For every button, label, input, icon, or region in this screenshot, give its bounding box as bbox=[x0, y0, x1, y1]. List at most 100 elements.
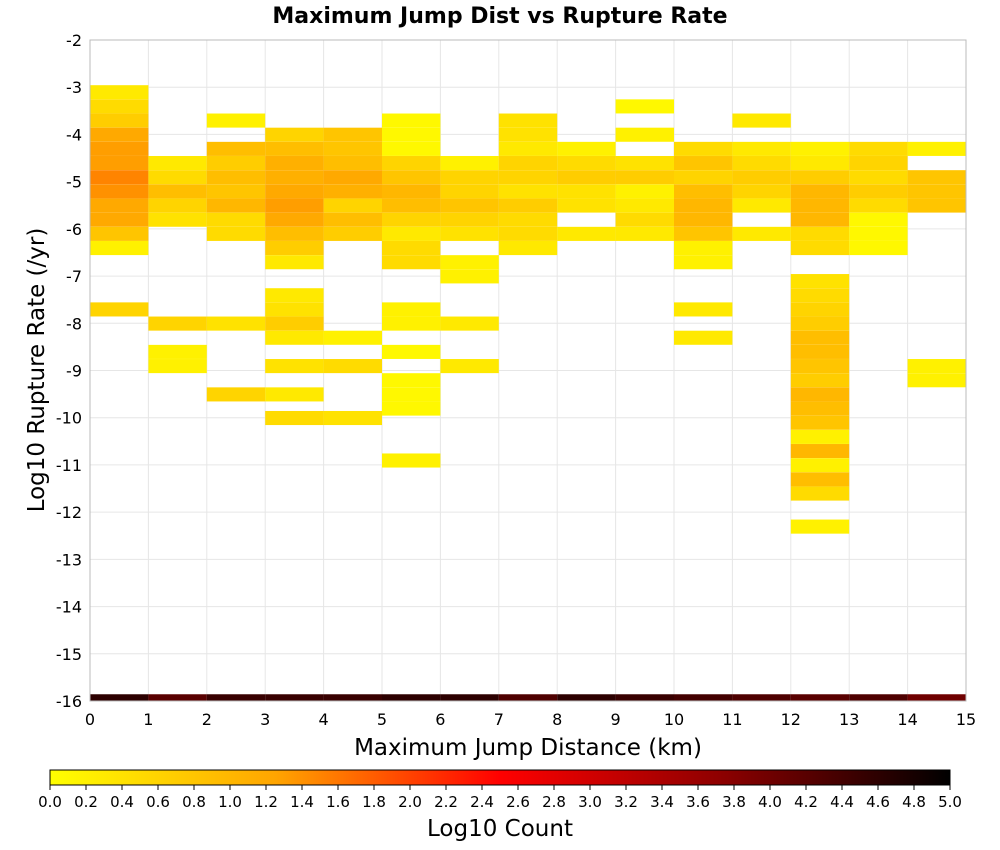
heatmap-cell bbox=[674, 170, 733, 185]
heatmap-cell bbox=[790, 373, 850, 388]
y-tick-label: -5 bbox=[66, 173, 82, 192]
heatmap-cell bbox=[790, 387, 850, 402]
heatmap-cell bbox=[440, 226, 499, 241]
heatmap-cell bbox=[148, 359, 207, 374]
heatmap-cell bbox=[790, 519, 850, 534]
heatmap-cell bbox=[265, 255, 324, 270]
heatmap-cell bbox=[265, 359, 324, 374]
heatmap-cell bbox=[790, 302, 850, 317]
colorbar-tick-label: 3.0 bbox=[578, 793, 602, 811]
heatmap-cell bbox=[440, 156, 499, 171]
heatmap-cell bbox=[615, 99, 674, 114]
heatmap-cell bbox=[732, 198, 791, 213]
heatmap-cell bbox=[323, 226, 382, 241]
heatmap-cell bbox=[265, 127, 324, 142]
heatmap-cell bbox=[148, 198, 207, 213]
heatmap-cell bbox=[674, 302, 733, 317]
heatmap-cell bbox=[790, 401, 850, 416]
heatmap-cell bbox=[265, 302, 324, 317]
heatmap-cell bbox=[557, 141, 616, 156]
heatmap-cell bbox=[382, 156, 441, 171]
heatmap-cell bbox=[615, 184, 674, 199]
heatmap-cell bbox=[440, 170, 499, 185]
heatmap-cell bbox=[382, 240, 441, 256]
heatmap-cell bbox=[849, 198, 908, 213]
heatmap-cell bbox=[615, 226, 674, 241]
colorbar-tick-label: 0.8 bbox=[182, 793, 206, 811]
heatmap-cell bbox=[498, 170, 558, 185]
chart-title: Maximum Jump Dist vs Rupture Rate bbox=[272, 4, 727, 29]
colorbar-tick-label: 3.4 bbox=[650, 793, 674, 811]
heatmap-cell bbox=[265, 410, 324, 426]
x-tick-label: 6 bbox=[435, 710, 445, 729]
colorbar-tick-label: 1.6 bbox=[326, 793, 350, 811]
heatmap-cell bbox=[907, 170, 966, 185]
heatmap-cell-bottom bbox=[265, 694, 324, 701]
heatmap-cell bbox=[674, 212, 733, 227]
heatmap-cell bbox=[206, 184, 266, 199]
colorbar-tick-label: 1.2 bbox=[254, 793, 278, 811]
heatmap-cell bbox=[849, 212, 908, 227]
heatmap-cell bbox=[440, 198, 499, 213]
heatmap-cell bbox=[498, 226, 558, 241]
x-tick-label: 1 bbox=[143, 710, 153, 729]
colorbar-tick-label: 4.8 bbox=[902, 793, 926, 811]
heatmap-cell bbox=[90, 302, 149, 317]
colorbar-tick-label: 2.6 bbox=[506, 793, 530, 811]
colorbar-tick-label: 0.2 bbox=[74, 793, 98, 811]
colorbar-ticks: 0.0 0.2 0.4 0.6 0.8 1.0 1.2 1.4 1.6 1.8 2.0 2.2 2.4 2… bbox=[38, 785, 962, 811]
heatmap-cell bbox=[382, 344, 441, 359]
heatmap-cell bbox=[790, 429, 850, 444]
heatmap-cell bbox=[90, 212, 149, 227]
heatmap-cell bbox=[90, 127, 149, 142]
colorbar-tick-label: 3.8 bbox=[722, 793, 746, 811]
heatmap-cell bbox=[265, 170, 324, 185]
heatmap-cell bbox=[148, 184, 207, 199]
colorbar-tick-label: 3.2 bbox=[614, 793, 638, 811]
heatmap-cell bbox=[849, 240, 908, 256]
x-tick-label: 13 bbox=[839, 710, 859, 729]
heatmap-cell bbox=[674, 184, 733, 199]
heatmap-cell bbox=[790, 226, 850, 241]
heatmap-cell bbox=[382, 373, 441, 388]
heatmap-cell bbox=[790, 156, 850, 171]
heatmap-cell bbox=[615, 198, 674, 213]
colorbar-tick-label: 4.4 bbox=[830, 793, 854, 811]
x-tick-label: 9 bbox=[611, 710, 621, 729]
x-tick-label: 7 bbox=[494, 710, 504, 729]
heatmap-cell bbox=[790, 344, 850, 359]
heatmap-cell bbox=[382, 127, 441, 142]
colorbar-tick-label: 2.4 bbox=[470, 793, 494, 811]
colorbar-tick-label: 0.0 bbox=[38, 793, 62, 811]
heatmap-cell bbox=[732, 226, 791, 241]
heatmap-cell bbox=[498, 212, 558, 227]
heatmap-cell bbox=[90, 141, 149, 156]
heatmap-cell bbox=[732, 113, 791, 128]
x-axis-label: Maximum Jump Distance (km) bbox=[354, 735, 702, 761]
heatmap-cell bbox=[323, 330, 382, 345]
heatmap-cell bbox=[206, 226, 266, 241]
x-tick-label: 14 bbox=[897, 710, 917, 729]
colorbar-tick-label: 3.6 bbox=[686, 793, 710, 811]
heatmap-cell bbox=[382, 387, 441, 402]
heatmap-cell bbox=[148, 344, 207, 359]
heatmap-cell-bottom bbox=[440, 694, 499, 701]
heatmap-cell bbox=[790, 316, 850, 331]
heatmap-cell bbox=[382, 198, 441, 213]
heatmap-cell bbox=[790, 141, 850, 156]
heatmap-cell bbox=[206, 387, 266, 402]
heatmap-cell-bottom bbox=[148, 694, 207, 701]
heatmap-cell bbox=[790, 170, 850, 185]
heatmap-cell bbox=[790, 486, 850, 501]
y-tick-label: -9 bbox=[66, 362, 82, 381]
heatmap-cells bbox=[90, 85, 966, 701]
heatmap-cell bbox=[498, 156, 558, 171]
colorbar-tick-label: 5.0 bbox=[938, 793, 962, 811]
heatmap-cell bbox=[265, 184, 324, 199]
heatmap-cell bbox=[206, 156, 266, 171]
plot-border bbox=[89, 39, 967, 702]
heatmap-cell bbox=[790, 212, 850, 227]
heatmap-cell bbox=[615, 170, 674, 185]
y-tick-label: -11 bbox=[56, 456, 82, 475]
heatmap-cell bbox=[90, 170, 149, 185]
